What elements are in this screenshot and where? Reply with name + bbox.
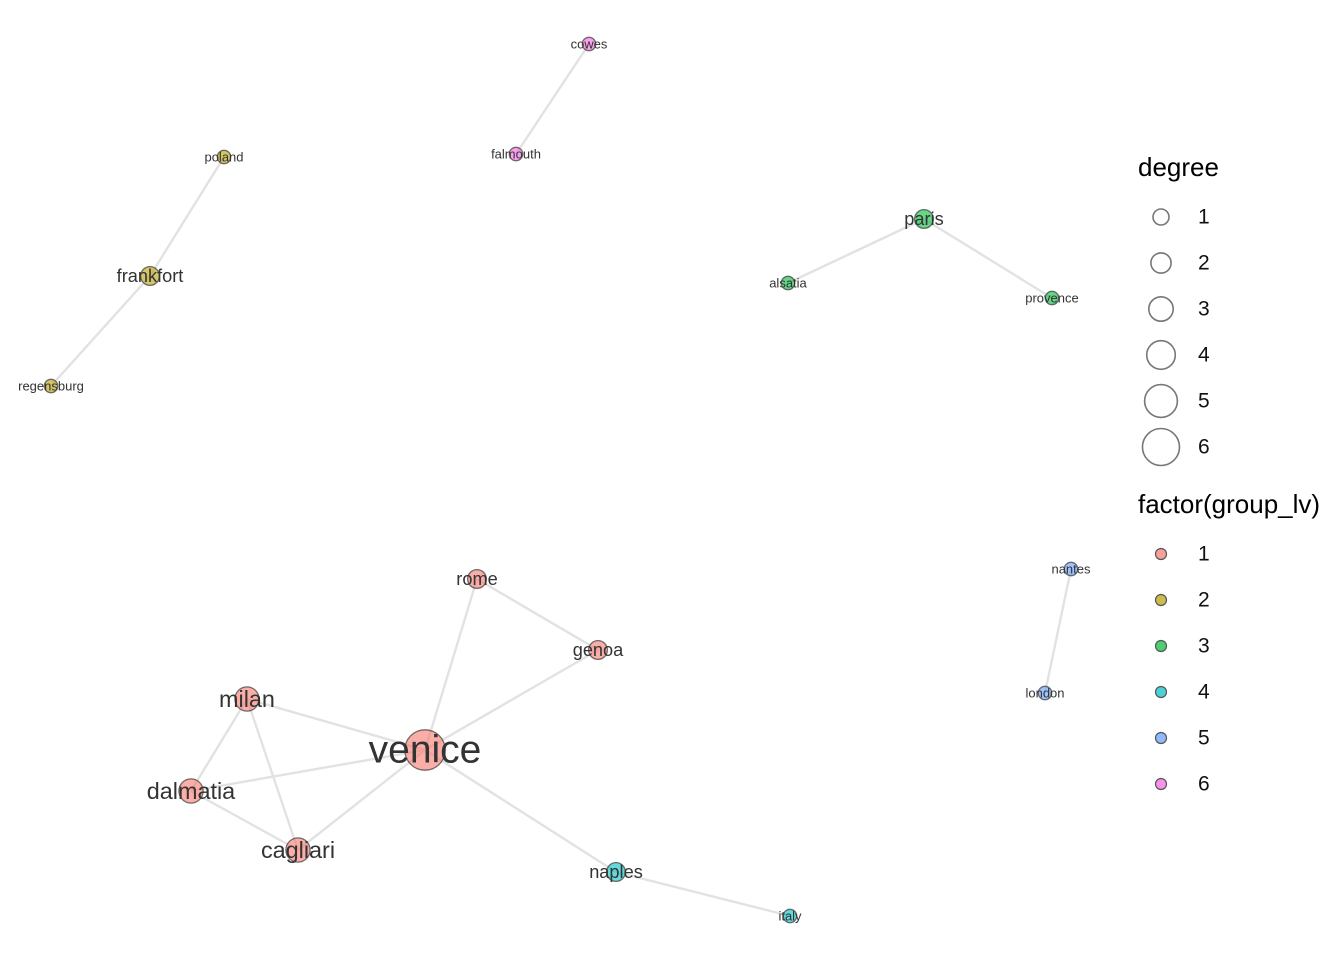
node-falmouth: [508, 146, 524, 162]
degree-key-1: [1152, 208, 1170, 226]
node-label-falmouth: falmouth: [491, 147, 541, 162]
node-milan: [234, 686, 260, 712]
group-key-4: [1154, 685, 1168, 699]
node-label-paris: paris: [904, 209, 943, 229]
group-key-label-5: 5: [1198, 727, 1210, 750]
degree-key-3: [1148, 295, 1175, 322]
edge-dalmatia-cagliari: [190, 789, 299, 852]
node-alsatia: [780, 275, 796, 291]
edge-venice-genoa: [424, 648, 599, 752]
node-label-rome: rome: [456, 569, 497, 589]
node-cowes: [581, 36, 597, 52]
group-legend-title: factor(group_lv): [1138, 489, 1320, 519]
node-label-italy: italy: [778, 909, 802, 924]
degree-key-2: [1150, 252, 1172, 274]
group-key-2: [1154, 593, 1168, 607]
node-provence: [1044, 290, 1060, 306]
group-key-label-4: 4: [1198, 681, 1210, 704]
group-legend: factor(group_lv) 1 2 3 4 5 6: [1138, 489, 1320, 796]
node-regensburg: [43, 378, 59, 394]
group-key-6: [1154, 777, 1168, 791]
node-label-alsatia: alsatia: [769, 276, 807, 291]
edge-nantes-london: [1043, 568, 1073, 694]
degree-key-label-1: 1: [1198, 206, 1210, 229]
nodes-layer: [43, 36, 1079, 924]
edge-paris-provence: [923, 217, 1053, 300]
node-label-genoa: genoa: [573, 640, 624, 660]
edge-frankfort-poland: [148, 156, 226, 277]
node-naples: [605, 861, 627, 883]
edge-venice-dalmatia: [190, 748, 426, 793]
degree-key-label-4: 4: [1198, 344, 1210, 367]
edge-paris-alsatia: [787, 217, 925, 285]
node-label-milan: milan: [219, 686, 275, 712]
group-key-label-3: 3: [1198, 635, 1210, 658]
node-label-poland: poland: [204, 150, 243, 165]
node-label-venice: venice: [369, 729, 482, 772]
node-venice: [404, 729, 446, 771]
degree-key-label-6: 6: [1198, 436, 1210, 459]
degree-key-5: [1143, 383, 1179, 419]
group-key-label-2: 2: [1198, 589, 1210, 612]
edge-milan-dalmatia: [189, 698, 249, 792]
node-genoa: [587, 639, 609, 661]
edges-layer: [50, 43, 1073, 918]
edge-venice-cagliari: [297, 749, 426, 851]
node-italy: [782, 908, 798, 924]
degree-key-label-3: 3: [1198, 298, 1210, 321]
node-nantes: [1063, 561, 1079, 577]
group-key-5: [1154, 731, 1168, 745]
group-key-label-6: 6: [1198, 773, 1210, 796]
edge-cowes-falmouth: [515, 43, 590, 155]
group-key-3: [1154, 639, 1168, 653]
node-label-cowes: cowes: [571, 37, 608, 52]
degree-key-4: [1145, 339, 1177, 371]
degree-key-6: [1141, 427, 1181, 467]
degree-key-label-2: 2: [1198, 252, 1210, 275]
node-label-cagliari: cagliari: [261, 837, 335, 863]
node-london: [1037, 685, 1053, 701]
edge-milan-cagliari: [245, 698, 300, 851]
node-label-london: london: [1025, 686, 1064, 701]
node-frankfort: [139, 265, 161, 287]
degree-legend-keys: 1 2 3 4 5 6: [1141, 206, 1210, 467]
degree-legend-title: degree: [1138, 152, 1219, 182]
node-label-nantes: nantes: [1051, 562, 1091, 577]
group-key-1: [1154, 547, 1168, 561]
node-label-regensburg: regensburg: [18, 379, 84, 394]
node-rome: [466, 568, 488, 590]
edge-rome-genoa: [476, 577, 599, 652]
edge-naples-italy: [615, 870, 791, 918]
group-legend-keys: 1 2 3 4 5 6: [1154, 543, 1210, 796]
node-label-provence: provence: [1025, 291, 1078, 306]
edge-venice-rome: [423, 578, 479, 751]
node-label-dalmatia: dalmatia: [147, 778, 236, 804]
node-label-naples: naples: [589, 862, 643, 882]
edge-frankfort-regensburg: [50, 275, 151, 387]
labels-layer: venice milan dalmatia cagliari rome genoa fran…: [18, 37, 1091, 924]
edge-venice-milan: [246, 697, 426, 752]
node-paris: [913, 208, 935, 230]
node-poland: [216, 149, 232, 165]
node-dalmatia: [178, 778, 204, 804]
degree-key-label-5: 5: [1198, 390, 1210, 413]
node-cagliari: [285, 837, 311, 863]
degree-legend: degree 1 2 3 4 5 6: [1138, 152, 1219, 467]
node-label-frankfort: frankfort: [117, 266, 184, 286]
group-key-label-1: 1: [1198, 543, 1210, 566]
edge-venice-naples: [424, 748, 617, 874]
